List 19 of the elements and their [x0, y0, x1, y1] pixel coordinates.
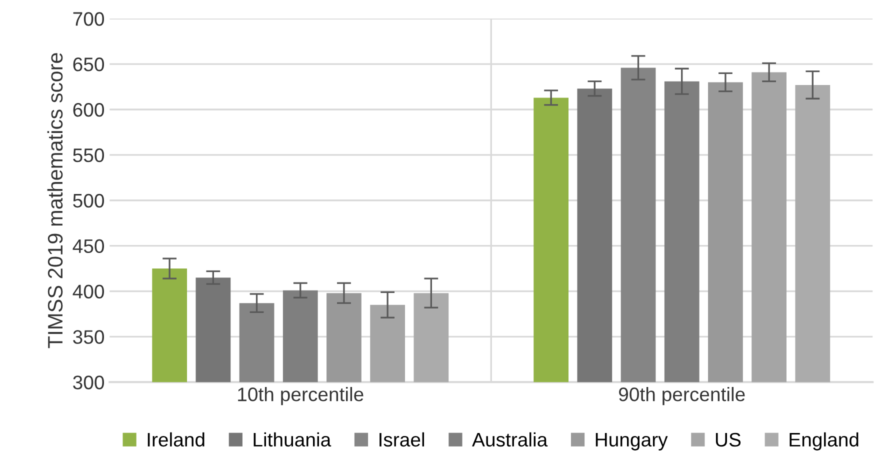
- legend-label: Australia: [472, 432, 548, 447]
- x-tick-label: 90th percentile: [619, 386, 745, 406]
- legend-label: England: [790, 432, 858, 450]
- y-tick-label: 350: [73, 330, 104, 344]
- legend-label: Israel: [380, 432, 424, 447]
- legend-label: Hungary: [596, 433, 668, 450]
- y-tick-label: 300: [73, 376, 104, 390]
- y-tick-label: 500: [73, 194, 104, 208]
- y-tick-label: 400: [72, 284, 104, 298]
- legend-label: Ireland: [148, 432, 204, 447]
- legend-label: Lithuania: [254, 432, 332, 447]
- y-tick-label: 550: [73, 148, 104, 162]
- y-axis-title: TIMSS 2019 mathematics score: [47, 53, 63, 348]
- y-tick-label: 650: [73, 58, 104, 72]
- y-tick-label: 450: [72, 239, 104, 254]
- legend-label: US: [716, 432, 741, 447]
- y-tick-label: 600: [73, 102, 104, 117]
- y-tick-label: 700: [73, 12, 104, 26]
- x-tick-label: 10th percentile: [238, 386, 364, 406]
